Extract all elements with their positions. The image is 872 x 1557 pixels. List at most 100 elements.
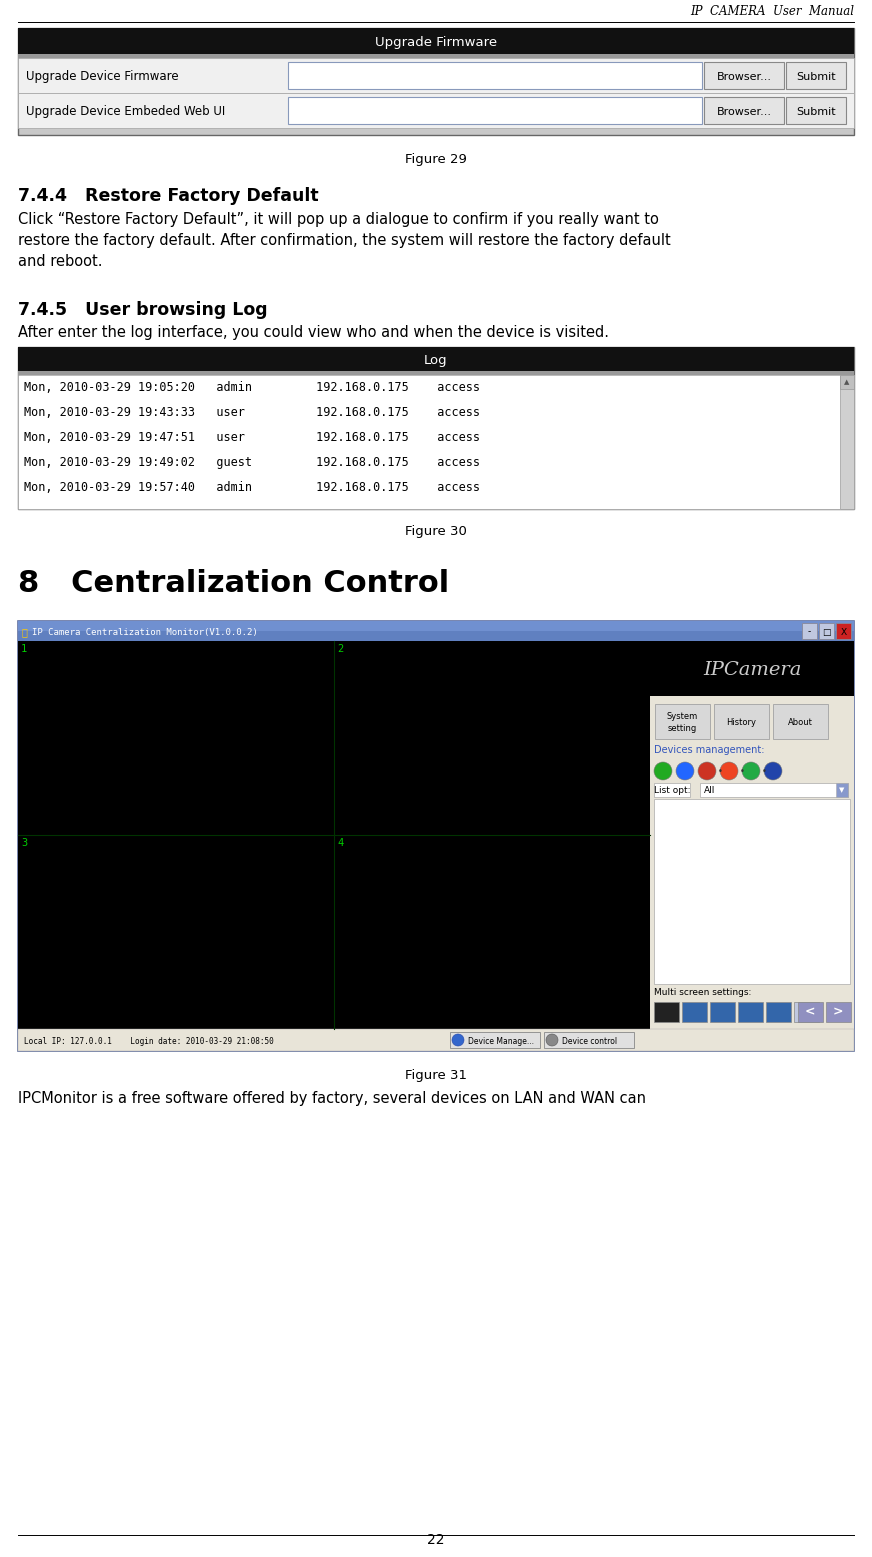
Circle shape (546, 1034, 558, 1046)
Text: 2: 2 (337, 645, 344, 654)
Bar (802, 623, 817, 638)
Text: Mon, 2010-03-29 19:49:02   guest         192.168.0.175    access: Mon, 2010-03-29 19:49:02 guest 192.168.0… (24, 456, 480, 469)
Bar (18, 371, 854, 375)
Text: Click “Restore Factory Default”, it will pop up a dialogue to confirm if you rea: Click “Restore Factory Default”, it will… (18, 212, 659, 227)
Text: History: History (726, 718, 757, 727)
Text: Mon, 2010-03-29 19:47:51   user          192.168.0.175    access: Mon, 2010-03-29 19:47:51 user 192.168.0.… (24, 431, 480, 444)
Bar (18, 347, 854, 509)
Bar (650, 641, 854, 1029)
Text: 7.4.5   User browsing Log: 7.4.5 User browsing Log (18, 301, 268, 319)
Text: Upgrade Device Firmware: Upgrade Device Firmware (26, 70, 179, 83)
Text: 1: 1 (21, 645, 27, 654)
Bar (840, 375, 854, 389)
Bar (18, 347, 854, 371)
Bar (18, 631, 854, 641)
Bar (18, 58, 854, 93)
Text: Upgrade Device Embeded Web UI: Upgrade Device Embeded Web UI (26, 104, 225, 118)
Text: <: < (805, 1006, 815, 1018)
Bar (836, 623, 851, 638)
Circle shape (698, 761, 716, 780)
Bar (288, 97, 702, 125)
Text: All: All (704, 785, 715, 794)
Text: •: • (762, 766, 766, 775)
Bar (773, 704, 828, 740)
Bar (654, 1003, 679, 1021)
Text: Devices management:: Devices management: (654, 744, 765, 755)
Text: □: □ (822, 627, 831, 637)
Text: ▼: ▼ (840, 786, 845, 793)
Bar (682, 1003, 707, 1021)
Text: X: X (841, 627, 847, 637)
Text: Mon, 2010-03-29 19:05:20   admin         192.168.0.175    access: Mon, 2010-03-29 19:05:20 admin 192.168.0… (24, 381, 480, 394)
Text: Local IP: 127.0.0.1    Login date: 2010-03-29 21:08:50: Local IP: 127.0.0.1 Login date: 2010-03-… (24, 1037, 274, 1045)
Text: Upgrade Firmware: Upgrade Firmware (375, 36, 497, 48)
Text: 8   Centralization Control: 8 Centralization Control (18, 568, 449, 598)
Text: Log: Log (424, 353, 448, 366)
Bar (654, 799, 850, 984)
Bar (18, 93, 854, 128)
Circle shape (742, 761, 760, 780)
Text: IPCMonitor is a free software offered by factory, several devices on LAN and WAN: IPCMonitor is a free software offered by… (18, 1091, 646, 1105)
Bar (650, 641, 854, 696)
Bar (714, 704, 769, 740)
Bar (450, 1032, 540, 1048)
Bar (819, 623, 834, 638)
Bar (544, 1032, 634, 1048)
Text: IPCamera: IPCamera (703, 660, 801, 679)
Text: IP Camera Centralization Monitor(V1.0.0.2): IP Camera Centralization Monitor(V1.0.0.… (32, 627, 258, 637)
Text: 3: 3 (21, 838, 27, 849)
Text: System
setting: System setting (667, 713, 698, 732)
Bar (826, 1003, 851, 1021)
Text: After enter the log interface, you could view who and when the device is visited: After enter the log interface, you could… (18, 325, 609, 339)
Bar (288, 62, 702, 89)
Text: List opt:: List opt: (654, 785, 691, 794)
Bar (18, 28, 854, 135)
Text: Figure 31: Figure 31 (405, 1070, 467, 1082)
Bar (738, 1003, 763, 1021)
Text: >: > (833, 1006, 843, 1018)
Text: and reboot.: and reboot. (18, 254, 103, 269)
Text: Device Manage...: Device Manage... (468, 1037, 534, 1045)
Text: Browser...: Browser... (717, 106, 772, 117)
Circle shape (676, 761, 694, 780)
Text: 4: 4 (337, 838, 344, 849)
Bar (704, 62, 784, 89)
Bar (798, 1003, 823, 1021)
Bar (710, 1003, 735, 1021)
Text: ▲: ▲ (844, 378, 849, 385)
Bar (18, 28, 854, 54)
Text: Browser...: Browser... (717, 72, 772, 81)
Bar (18, 621, 854, 641)
Text: Figure 29: Figure 29 (405, 153, 467, 167)
Text: 7.4.4   Restore Factory Default: 7.4.4 Restore Factory Default (18, 187, 318, 206)
Bar (700, 783, 848, 797)
Bar (18, 641, 650, 1029)
Bar (18, 54, 854, 58)
Circle shape (452, 1034, 464, 1046)
Text: Figure 30: Figure 30 (405, 525, 467, 539)
Text: restore the factory default. After confirmation, the system will restore the fac: restore the factory default. After confi… (18, 234, 671, 248)
Text: -: - (807, 627, 811, 637)
Text: Multi screen settings:: Multi screen settings: (654, 989, 752, 996)
Bar (766, 1003, 791, 1021)
Circle shape (654, 761, 672, 780)
Bar (655, 704, 710, 740)
Text: Submit: Submit (796, 106, 836, 117)
Circle shape (764, 761, 782, 780)
Text: Submit: Submit (796, 72, 836, 81)
Bar (786, 97, 846, 125)
Bar (18, 1029, 854, 1051)
Bar (836, 783, 848, 797)
Bar (794, 1003, 819, 1021)
Bar (654, 783, 690, 797)
Text: About: About (788, 718, 813, 727)
Bar (704, 97, 784, 125)
Bar (840, 375, 854, 509)
Bar (18, 621, 854, 1051)
Bar (786, 62, 846, 89)
Text: •: • (740, 766, 745, 775)
Text: ⬛: ⬛ (22, 627, 28, 637)
Text: IP  CAMERA  User  Manual: IP CAMERA User Manual (690, 5, 854, 19)
Text: Mon, 2010-03-29 19:57:40   admin         192.168.0.175    access: Mon, 2010-03-29 19:57:40 admin 192.168.0… (24, 481, 480, 494)
Bar (18, 375, 840, 509)
